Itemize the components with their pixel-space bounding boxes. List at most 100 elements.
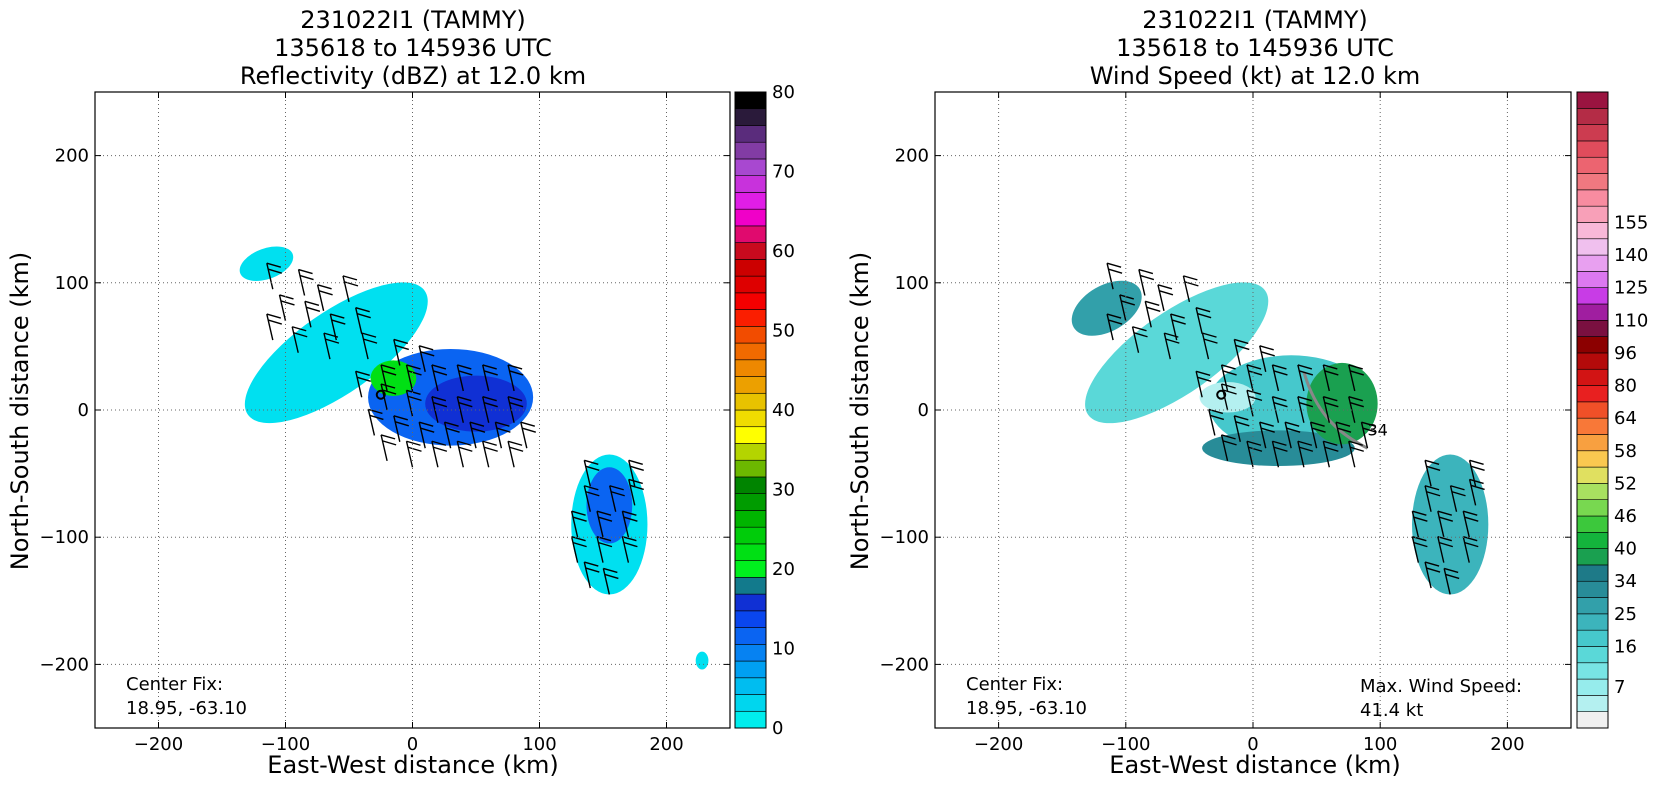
colorbar-segment bbox=[1576, 352, 1609, 370]
panel-title-line-2: 135618 to 145936 UTC bbox=[1116, 34, 1394, 62]
colorbar-segment bbox=[734, 108, 767, 126]
panel-title-line-2: 135618 to 145936 UTC bbox=[274, 34, 552, 62]
colorbar-segment bbox=[734, 459, 767, 478]
colorbar-segment bbox=[734, 326, 767, 344]
x-axis-label: East-West distance (km) bbox=[1109, 751, 1400, 779]
colorbar-tick-label: 0 bbox=[772, 718, 783, 739]
colorbar-segment bbox=[734, 242, 767, 260]
x-tick-label: 200 bbox=[1490, 734, 1524, 755]
y-tick-label: 0 bbox=[918, 400, 929, 421]
x-axis-label: East-West distance (km) bbox=[267, 751, 558, 779]
colorbar-segment bbox=[1576, 450, 1609, 468]
wind-barb bbox=[1138, 268, 1155, 296]
colorbar-tick-label: 7 bbox=[1614, 677, 1625, 698]
plot-content bbox=[239, 246, 709, 670]
echo-region-outer-band bbox=[1412, 454, 1489, 595]
x-tick-label: 100 bbox=[522, 734, 556, 755]
wind-barb bbox=[316, 284, 333, 311]
colorbar-segment bbox=[734, 426, 767, 444]
colorbar-tick-label: 80 bbox=[1614, 376, 1637, 397]
echo-region-green-core bbox=[1306, 362, 1378, 445]
colorbar-segment bbox=[734, 443, 767, 461]
wind-barb bbox=[628, 459, 644, 487]
wind-barb bbox=[1449, 485, 1466, 512]
colorbar-segment bbox=[1576, 156, 1609, 174]
colorbar-segment bbox=[1576, 140, 1609, 158]
wind-barb bbox=[602, 567, 619, 595]
plot-content: 34 bbox=[1071, 262, 1489, 595]
wind-barb bbox=[278, 294, 295, 322]
echo-region-main-band bbox=[244, 282, 428, 424]
colorbar-segment bbox=[1576, 303, 1609, 321]
wind-barb bbox=[431, 364, 448, 392]
colorbar-tick-label: 52 bbox=[1614, 473, 1637, 494]
wind-barb bbox=[520, 421, 536, 449]
colorbar-segment bbox=[734, 577, 767, 595]
wind-barb bbox=[1233, 415, 1250, 442]
panel-title-line-1: 231022I1 (TAMMY) bbox=[1142, 6, 1368, 34]
colorbar-segment bbox=[1576, 466, 1609, 484]
wind-barb bbox=[323, 332, 340, 360]
wind-barb bbox=[1411, 510, 1428, 538]
wind-barb bbox=[1297, 364, 1314, 392]
colorbar-segment bbox=[734, 493, 767, 511]
colorbar-segment bbox=[734, 593, 767, 612]
wind-barb bbox=[1462, 510, 1479, 538]
colorbar-segment bbox=[1576, 254, 1609, 272]
colorbar-segment bbox=[734, 342, 767, 361]
y-tick-label: 100 bbox=[55, 273, 89, 294]
colorbar-tick-label: 25 bbox=[1614, 604, 1637, 625]
colorbar-tick-label: 70 bbox=[772, 162, 795, 183]
wind-barb bbox=[1437, 510, 1453, 538]
colorbar-segment bbox=[1576, 320, 1609, 337]
colorbar-segment bbox=[734, 125, 767, 143]
colorbar-segment bbox=[1576, 222, 1609, 240]
wind-barb bbox=[482, 396, 498, 423]
wind-barb bbox=[1348, 440, 1364, 468]
reflectivity-colorbar: 0 10 20 30 40 50 60 70 80 bbox=[734, 82, 795, 739]
y-tick-label: 100 bbox=[895, 273, 929, 294]
y-tick-label: −100 bbox=[880, 527, 929, 548]
wind-barb bbox=[1468, 459, 1485, 487]
colorbar-segment bbox=[734, 359, 767, 377]
colorbar-segment bbox=[1576, 597, 1609, 615]
wind-barb bbox=[1322, 440, 1339, 468]
colorbar-segment bbox=[1576, 287, 1609, 305]
reflectivity-plot-area: −200 −100 0 100 200 −200 −100 0 100 200 bbox=[40, 91, 731, 755]
colorbar-segment bbox=[734, 175, 767, 193]
colorbar-tick-label: 96 bbox=[1614, 343, 1637, 364]
wind-barb bbox=[1246, 364, 1263, 392]
colorbar-segment bbox=[1576, 336, 1609, 354]
echo-region-se-speck bbox=[695, 651, 709, 670]
wind-barb bbox=[583, 561, 600, 589]
wind-barb bbox=[1246, 389, 1263, 417]
wind-barb bbox=[1297, 440, 1314, 468]
wind-barb bbox=[482, 364, 498, 392]
wind-barb bbox=[1131, 326, 1148, 353]
colorbar-segment bbox=[1576, 205, 1609, 223]
colorbar-segment bbox=[1576, 646, 1609, 664]
colorbar-segment bbox=[734, 694, 767, 712]
wind-barb bbox=[596, 510, 613, 538]
panel-title-line-1: 231022I1 (TAMMY) bbox=[300, 6, 526, 34]
colorbar-segment bbox=[734, 543, 767, 561]
y-axis-label: North-South distance (km) bbox=[846, 252, 874, 571]
wind-barb bbox=[456, 396, 473, 423]
wind-barb bbox=[418, 421, 435, 449]
colorbar-tick-label: 10 bbox=[772, 639, 795, 660]
storm-center-marker bbox=[1216, 389, 1227, 400]
colorbar-segment bbox=[734, 476, 767, 494]
wind-barb bbox=[570, 510, 587, 538]
wind-barb bbox=[1309, 421, 1326, 449]
colorbar-segment bbox=[734, 91, 767, 110]
colorbar-segment bbox=[734, 392, 767, 411]
wind-barb bbox=[621, 510, 638, 538]
wind-barb bbox=[361, 332, 378, 360]
colorbar-segment bbox=[734, 677, 767, 695]
colorbar-segment bbox=[1576, 499, 1609, 517]
x-tick-label: 0 bbox=[1247, 734, 1258, 755]
x-tick-label: 100 bbox=[1363, 734, 1397, 755]
colorbar-segment bbox=[1576, 401, 1609, 419]
panel-title-line-3: Reflectivity (dBZ) at 12.0 km bbox=[240, 62, 586, 90]
wind-barb bbox=[1201, 332, 1218, 360]
